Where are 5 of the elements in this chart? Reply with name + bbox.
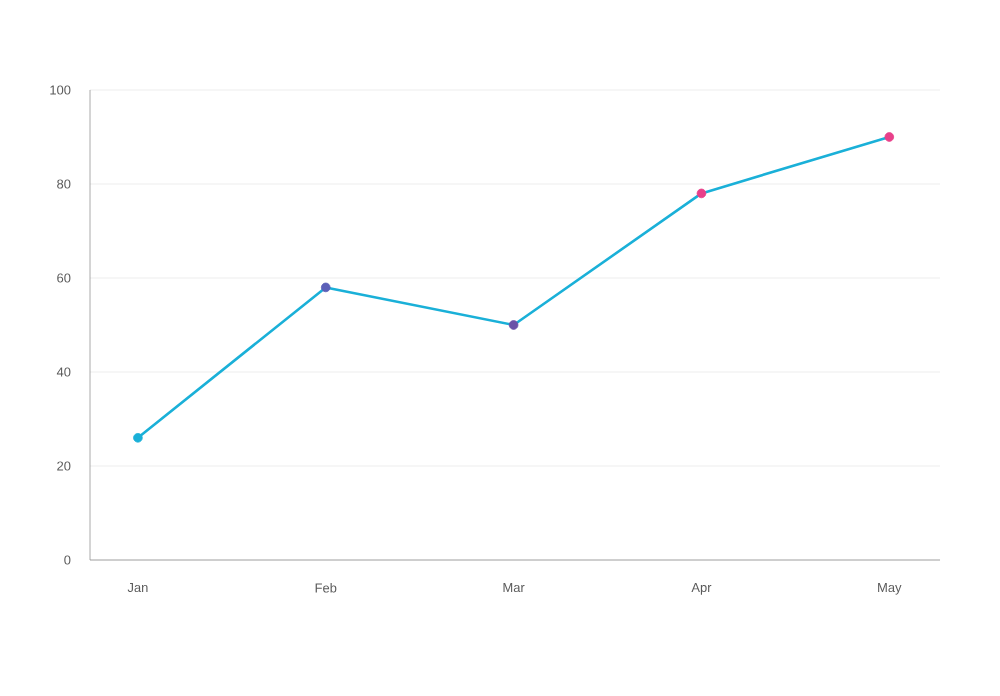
point xyxy=(696,188,707,199)
point xyxy=(320,282,331,293)
point xyxy=(884,132,895,142)
point xyxy=(133,433,143,443)
point xyxy=(508,320,519,330)
